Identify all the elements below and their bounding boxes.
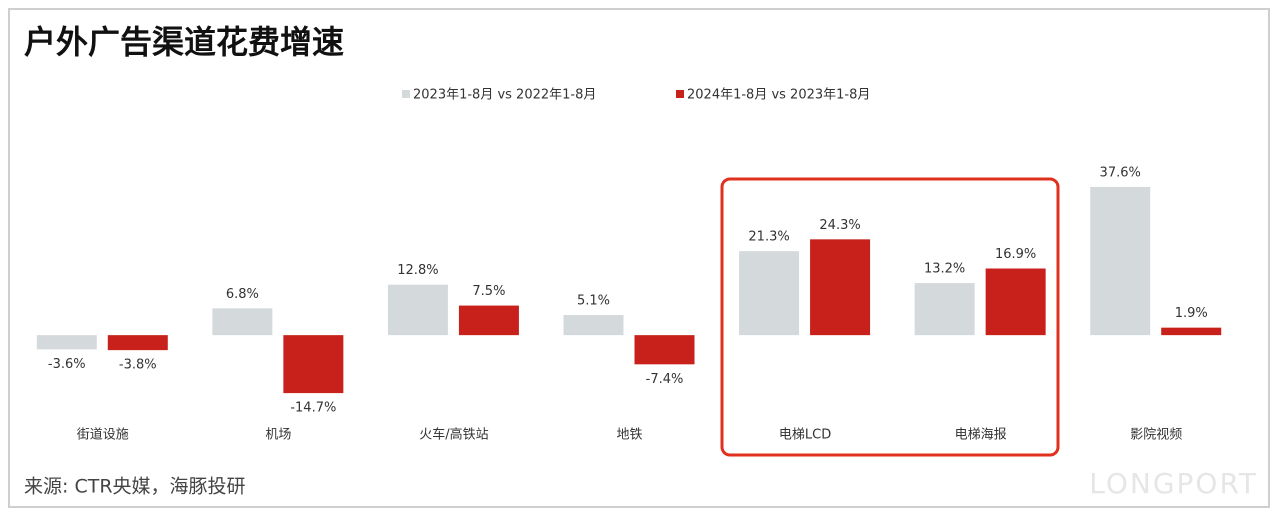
bar [985, 268, 1046, 336]
bar [283, 335, 344, 394]
x-tick-label: 电梯LCD [779, 428, 831, 443]
value-label: 13.2% [924, 262, 965, 277]
x-tick-label: 街道设施 [77, 428, 129, 443]
bar [739, 251, 800, 336]
value-label: 1.9% [1175, 306, 1208, 321]
legend-label: 2024年1-8月 vs 2023年1-8月 [687, 88, 870, 103]
bar [36, 335, 97, 350]
legend-label: 2023年1-8月 vs 2022年1-8月 [413, 88, 596, 103]
bar [634, 335, 695, 365]
chart-title: 户外广告渠道花费增速 [24, 23, 344, 61]
x-tick-label: 地铁 [616, 428, 642, 443]
legend-swatch [402, 90, 410, 98]
value-label: 12.8% [397, 263, 438, 278]
legend-swatch [676, 90, 684, 98]
value-label: 7.5% [472, 284, 505, 299]
value-label: 21.3% [748, 230, 789, 245]
highlight-box [720, 177, 1060, 457]
value-label: -14.7% [290, 401, 336, 416]
bar [107, 335, 168, 351]
bar [1161, 327, 1222, 336]
x-tick-label: 影院视频 [1130, 428, 1182, 443]
value-label: 24.3% [819, 218, 860, 233]
value-label: 16.9% [995, 247, 1036, 262]
x-tick-label: 机场 [265, 428, 291, 443]
bar [387, 284, 448, 336]
value-label: -3.8% [119, 358, 157, 373]
bar [212, 308, 273, 336]
bar [914, 283, 975, 336]
value-label: 37.6% [1100, 165, 1141, 180]
x-tick-label: 火车/高铁站 [419, 427, 488, 443]
value-label: 5.1% [577, 294, 610, 309]
value-label: -3.6% [48, 357, 86, 372]
x-tick-label: 电梯海报 [955, 428, 1007, 443]
value-label: -7.4% [646, 372, 684, 387]
source-note: 来源: CTR央媒，海豚投研 [24, 476, 246, 498]
bar [563, 315, 624, 336]
watermark: LONGPORT [1089, 467, 1258, 500]
bar [458, 305, 519, 336]
bar [810, 239, 871, 336]
frame [8, 8, 1270, 508]
bar [1090, 186, 1151, 336]
value-label: 6.8% [226, 287, 259, 302]
